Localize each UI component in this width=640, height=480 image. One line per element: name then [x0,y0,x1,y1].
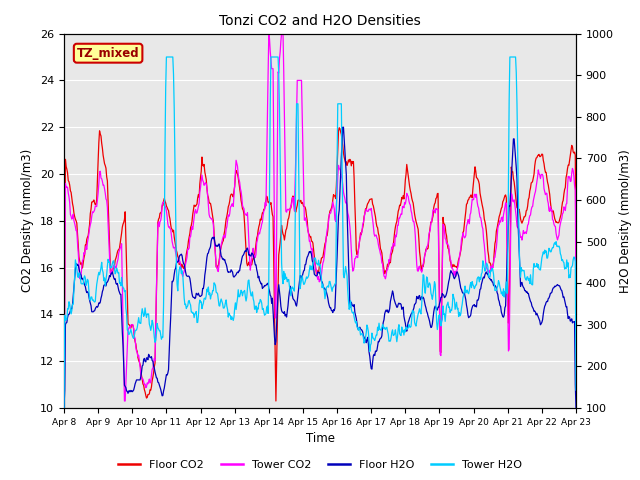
Title: Tonzi CO2 and H2O Densities: Tonzi CO2 and H2O Densities [219,14,421,28]
Legend: Floor CO2, Tower CO2, Floor H2O, Tower H2O: Floor CO2, Tower CO2, Floor H2O, Tower H… [113,456,527,474]
X-axis label: Time: Time [305,432,335,445]
Y-axis label: CO2 Density (mmol/m3): CO2 Density (mmol/m3) [22,149,35,292]
Text: TZ_mixed: TZ_mixed [77,47,140,60]
Y-axis label: H2O Density (mmol/m3): H2O Density (mmol/m3) [620,149,632,293]
